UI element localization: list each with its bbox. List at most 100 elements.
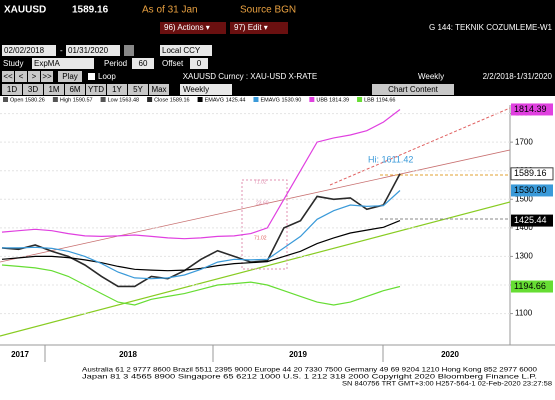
security: XAUUSD Curncy : XAU-USD X-RATE bbox=[183, 72, 318, 81]
start-field[interactable] bbox=[2, 45, 56, 56]
as-of: As of 31 Jan bbox=[142, 5, 198, 16]
y-tick-label: 1100 bbox=[515, 309, 533, 318]
legend-item: LBB 1194.66 bbox=[364, 97, 395, 103]
series-line bbox=[2, 190, 401, 280]
period-label[interactable]: 1Y bbox=[112, 85, 122, 94]
offset[interactable]: 0 bbox=[197, 59, 202, 68]
last-value-box bbox=[511, 280, 553, 293]
offset-label: Offset bbox=[162, 59, 184, 68]
period-button[interactable] bbox=[23, 84, 43, 95]
legend-item: Low 1563.48 bbox=[108, 97, 140, 103]
series-line bbox=[1, 264, 401, 306]
actions-label[interactable]: 96) Actions ▾ bbox=[164, 23, 210, 32]
symbol: XAUUSD bbox=[4, 5, 46, 16]
period-buttons: 1D 3D 1M 6M YTD 1Y 5Y Max bbox=[2, 84, 169, 95]
nav-label[interactable]: << bbox=[3, 72, 13, 81]
nav-label[interactable]: < bbox=[19, 72, 24, 81]
start-date[interactable]: 02/02/2018 bbox=[4, 46, 45, 55]
nav-label[interactable]: >> bbox=[42, 72, 52, 81]
edit-label[interactable]: 97) Edit ▾ bbox=[234, 23, 268, 32]
last-value-label: 1814.39 bbox=[514, 104, 547, 114]
legend-swatch bbox=[357, 97, 363, 102]
nav-button[interactable] bbox=[2, 71, 14, 82]
ccy[interactable]: Local CCY bbox=[162, 46, 201, 55]
period-button[interactable] bbox=[107, 84, 127, 95]
year-label: 2020 bbox=[441, 350, 459, 359]
period-select-label[interactable]: Weekly bbox=[183, 85, 209, 94]
period-label[interactable]: 5Y bbox=[133, 85, 143, 94]
legend-item: Close 1589.16 bbox=[154, 97, 189, 103]
range: 2/2/2018-1/31/2020 bbox=[483, 72, 553, 81]
play[interactable]: Play bbox=[62, 72, 78, 81]
period-button[interactable] bbox=[149, 84, 169, 95]
last-value-label: 1425.44 bbox=[514, 215, 547, 225]
period-label: Period bbox=[104, 59, 127, 68]
annotation: 71.02 bbox=[254, 179, 267, 185]
last-value-label: 1194.66 bbox=[514, 281, 546, 291]
end-field[interactable] bbox=[66, 45, 120, 56]
legend-swatch bbox=[100, 97, 106, 102]
trend-line bbox=[329, 107, 511, 186]
last-value-box bbox=[511, 184, 553, 197]
chart-content-button[interactable] bbox=[372, 84, 454, 95]
nav-label[interactable]: > bbox=[32, 72, 37, 81]
footer-line: SN 840756 TRT GMT+3:00 H257-564-1 02-Feb… bbox=[342, 382, 553, 388]
period-button[interactable] bbox=[44, 84, 64, 95]
legend-item: Open 1580.26 bbox=[10, 97, 45, 103]
year-label: 2017 bbox=[11, 350, 29, 359]
study-field[interactable] bbox=[32, 58, 94, 69]
calendar-icon[interactable] bbox=[124, 45, 134, 56]
period-label[interactable]: YTD bbox=[88, 85, 104, 94]
series-line bbox=[1, 109, 401, 240]
last-value-label: 1589.16 bbox=[514, 168, 547, 178]
period-label[interactable]: Max bbox=[151, 85, 166, 94]
loop-checkbox[interactable] bbox=[88, 73, 95, 80]
nav-group: << < > >> bbox=[2, 71, 53, 82]
actions-button[interactable] bbox=[160, 22, 226, 34]
offset-field[interactable] bbox=[190, 58, 208, 69]
period-button[interactable] bbox=[86, 84, 106, 95]
trend-line bbox=[0, 149, 511, 263]
period[interactable]: 60 bbox=[139, 59, 148, 68]
nav-button[interactable] bbox=[28, 71, 40, 82]
legend-item: High 1590.57 bbox=[60, 97, 93, 103]
period-select[interactable] bbox=[180, 84, 232, 95]
y-tick-label: 1700 bbox=[515, 137, 533, 146]
play-button[interactable] bbox=[58, 71, 82, 82]
annotation: 71.02 bbox=[254, 235, 267, 241]
legend-swatch bbox=[253, 97, 259, 102]
legend-swatch bbox=[147, 97, 153, 102]
date-dash: - bbox=[60, 46, 63, 55]
period-button[interactable] bbox=[128, 84, 148, 95]
page-title: G 144: TEKNIK COZUMLEME-W1 bbox=[429, 23, 553, 32]
study-label: Study bbox=[3, 59, 23, 68]
period-button[interactable] bbox=[2, 84, 22, 95]
period-label[interactable]: 6M bbox=[69, 85, 80, 94]
frequency: Weekly bbox=[418, 72, 444, 81]
fib-box bbox=[241, 179, 288, 270]
series-line bbox=[1, 220, 401, 272]
edit-button[interactable] bbox=[230, 22, 288, 34]
annotation: Hi: 1611.42 bbox=[368, 154, 413, 164]
nav-button[interactable] bbox=[41, 71, 53, 82]
ccy-field[interactable] bbox=[160, 45, 212, 56]
period-label[interactable]: 1M bbox=[48, 85, 59, 94]
footer-line: Japan 81 3 4565 8900 Singapore 65 6212 1… bbox=[82, 375, 538, 381]
last-value-box bbox=[511, 103, 553, 116]
legend-item: EMAVG 1425.44 bbox=[205, 97, 246, 103]
period-label[interactable]: 3D bbox=[28, 85, 38, 94]
chart-content[interactable]: Chart Content bbox=[388, 85, 439, 94]
period-label[interactable]: 1D bbox=[7, 85, 17, 94]
period-field[interactable] bbox=[132, 58, 154, 69]
nav-button[interactable] bbox=[15, 71, 27, 82]
end-date[interactable]: 01/31/2020 bbox=[68, 46, 109, 55]
loop: Loop bbox=[98, 72, 116, 81]
period-button[interactable] bbox=[65, 84, 85, 95]
last-value-label: 1530.90 bbox=[514, 185, 547, 195]
annotation: 23.60 bbox=[256, 200, 269, 206]
study[interactable]: ExpMA bbox=[34, 59, 60, 68]
plot: 1100120013001400150016001700180020172018… bbox=[0, 97, 554, 388]
legend-swatch bbox=[309, 97, 315, 102]
